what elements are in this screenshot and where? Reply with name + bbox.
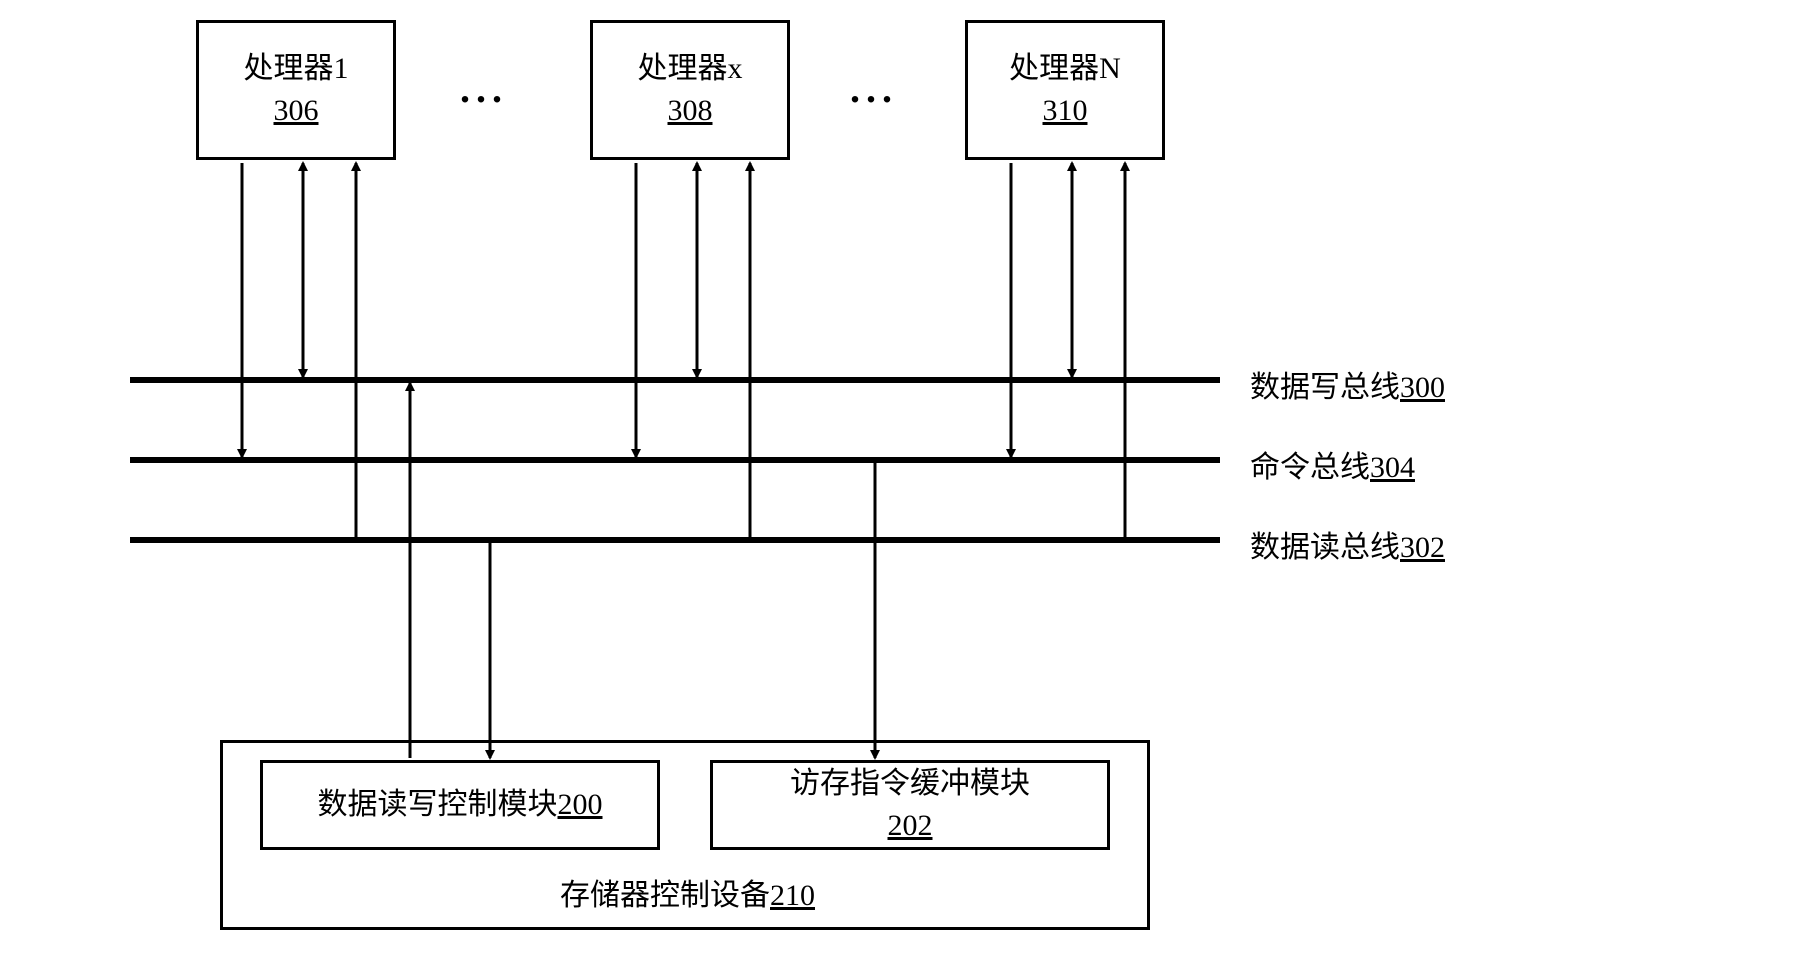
mem-instruction-buffer-module: 访存指令缓冲模块 202: [710, 760, 1110, 850]
controller-ref: 210: [770, 879, 815, 912]
module-text: 访存指令缓冲模块: [790, 767, 1030, 800]
processor-x-box: 处理器x 308: [590, 20, 790, 160]
ellipsis-1: ...: [460, 65, 508, 112]
bus-label-ref: 300: [1400, 371, 1445, 404]
bus-label-text: 数据写总线: [1250, 371, 1400, 404]
processor-n-ref: 310: [1043, 90, 1088, 132]
bus-label-text: 命令总线: [1250, 451, 1370, 484]
processor-1-ref: 306: [274, 90, 319, 132]
bus-label-text: 数据读总线: [1250, 531, 1400, 564]
module-label: 访存指令缓冲模块 202: [790, 763, 1030, 847]
bus-label-ref: 302: [1400, 531, 1445, 564]
module-text: 数据读写控制模块: [318, 788, 558, 821]
controller-label: 存储器控制设备210: [560, 870, 815, 914]
processor-x-ref: 308: [668, 90, 713, 132]
module-ref: 200: [558, 788, 603, 821]
data-write-bus-line: [130, 377, 1220, 383]
bus-label-ref: 304: [1370, 451, 1415, 484]
data-rw-control-module: 数据读写控制模块200: [260, 760, 660, 850]
data-write-bus-label: 数据写总线300: [1250, 362, 1445, 406]
diagram-root: 处理器1 306 处理器x 308 处理器N 310 ... ... 数据写总线…: [0, 0, 1803, 972]
module-label: 数据读写控制模块200: [318, 784, 603, 826]
controller-text: 存储器控制设备: [560, 879, 770, 912]
module-ref: 202: [888, 809, 933, 842]
processor-n-title: 处理器N: [1009, 48, 1121, 90]
processor-1-box: 处理器1 306: [196, 20, 396, 160]
processor-x-title: 处理器x: [638, 48, 743, 90]
ellipsis-2: ...: [850, 65, 898, 112]
data-read-bus-label: 数据读总线302: [1250, 522, 1445, 566]
command-bus-line: [130, 457, 1220, 463]
data-read-bus-line: [130, 537, 1220, 543]
processor-n-box: 处理器N 310: [965, 20, 1165, 160]
command-bus-label: 命令总线304: [1250, 442, 1415, 486]
processor-1-title: 处理器1: [244, 48, 349, 90]
